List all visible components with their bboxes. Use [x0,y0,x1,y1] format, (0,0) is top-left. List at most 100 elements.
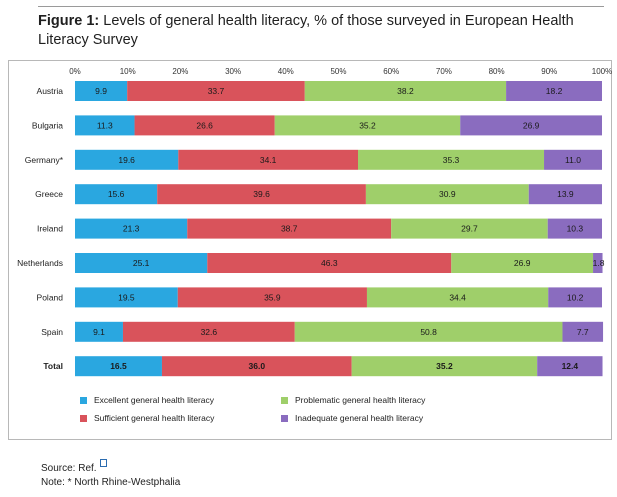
bar-segment-sufficient [187,218,392,239]
data-label: 12.4 [562,361,579,371]
bar-segment-excellent [75,253,208,273]
legend-label: Excellent general health literacy [94,395,215,405]
bar-segment-sufficient [122,321,295,342]
legend-swatch-excellent [80,397,87,404]
data-label: 35.9 [264,292,281,302]
data-label: 7.7 [577,327,589,337]
bar-segment-problematic [304,81,507,101]
data-label: 1.8 [593,258,605,268]
data-label: 10.3 [567,224,584,234]
data-label: 38.7 [281,224,298,234]
x-tick-label: 60% [383,67,399,76]
data-label: 38.2 [397,86,414,96]
category-label: Greece [35,189,63,199]
reference-link-icon[interactable] [99,459,107,467]
bar-segment-inadequate [506,81,602,101]
data-label: 35.3 [443,155,460,165]
bar-segment-problematic [365,184,529,205]
x-tick-label: 20% [172,67,188,76]
bar-segment-inadequate [537,356,603,377]
category-label: Poland [37,292,64,302]
source-line: Source: Ref. [41,459,107,476]
data-label: 35.2 [436,361,453,371]
bar-segment-sufficient [178,149,358,170]
bar-segment-problematic [451,253,594,273]
category-label: Netherlands [17,258,63,268]
x-tick-label: 40% [278,67,294,76]
data-label: 13.9 [557,189,574,199]
data-label: 16.5 [110,361,127,371]
data-label: 34.4 [449,292,466,302]
bar-segment-sufficient [127,81,305,101]
data-label: 10.2 [567,292,584,302]
x-tick-label: 10% [120,67,136,76]
data-label: 35.2 [359,120,376,130]
bar-segment-sufficient [161,356,352,377]
data-label: 19.5 [118,292,135,302]
bar-segment-sufficient [177,287,367,308]
data-label: 39.6 [253,189,270,199]
data-label: 46.3 [321,258,338,268]
bar-segment-problematic [391,218,548,239]
data-label: 34.1 [260,155,277,165]
data-label: 26.9 [514,258,531,268]
bar-segment-problematic [366,287,549,308]
bar-segment-excellent [75,184,158,205]
bar-segment-inadequate [593,253,603,273]
bar-segment-inadequate [547,218,602,239]
bar-segment-excellent [75,149,179,170]
bar-segment-inadequate [528,184,602,205]
category-label: Bulgaria [32,120,63,130]
legend-swatch-sufficient [80,415,87,422]
bar-segment-sufficient [207,253,452,273]
bar-segment-inadequate [548,287,602,308]
x-tick-label: 70% [436,67,452,76]
legend-label: Sufficient general health literacy [94,413,215,423]
bar-segment-excellent [75,321,123,342]
top-rule [38,6,604,7]
bar-segment-inadequate [460,115,602,136]
bar-segment-excellent [75,81,128,101]
bar-segment-excellent [75,287,178,308]
bar-segment-problematic [357,149,545,170]
bar-segment-problematic [274,115,461,136]
data-label: 19.6 [118,155,135,165]
x-tick-label: 90% [541,67,557,76]
bar-segment-problematic [294,321,563,342]
bar-segment-inadequate [562,321,604,342]
source-label: Source: Ref. [41,463,97,474]
data-label: 18.2 [546,86,563,96]
figure-title: Figure 1: Levels of general health liter… [38,12,598,50]
legend-swatch-problematic [281,397,288,404]
data-label: 29.7 [461,224,478,234]
category-label: Spain [41,327,63,337]
data-label: 15.6 [108,189,125,199]
bar-segment-excellent [75,115,135,136]
x-tick-label: 0% [69,67,81,76]
legend-label: Problematic general health literacy [295,395,426,405]
bar-segment-inadequate [544,149,602,170]
bar-segment-sufficient [134,115,275,136]
x-tick-label: 30% [225,67,241,76]
x-tick-label: 100% [592,67,612,76]
data-label: 11.3 [97,120,113,130]
bar-segment-excellent [75,356,162,377]
figure-title-prefix: Figure 1: [38,13,100,29]
bar-segment-excellent [75,218,188,239]
data-label: 50.8 [420,327,437,337]
data-label: 26.9 [523,120,540,130]
data-label: 26.6 [196,120,213,130]
category-label: Germany* [25,155,64,165]
chart-frame [8,60,612,440]
data-label: 11.0 [565,155,581,165]
note-line: Note: * North Rhine-Westphalia [41,477,181,488]
data-label: 25.1 [133,258,150,268]
data-label: 9.9 [95,86,107,96]
legend-swatch-inadequate [281,415,288,422]
bar-segment-problematic [351,356,538,377]
category-label: Austria [37,86,64,96]
category-label: Ireland [37,224,63,234]
data-label: 36.0 [249,361,266,371]
data-label: 9.1 [93,327,105,337]
